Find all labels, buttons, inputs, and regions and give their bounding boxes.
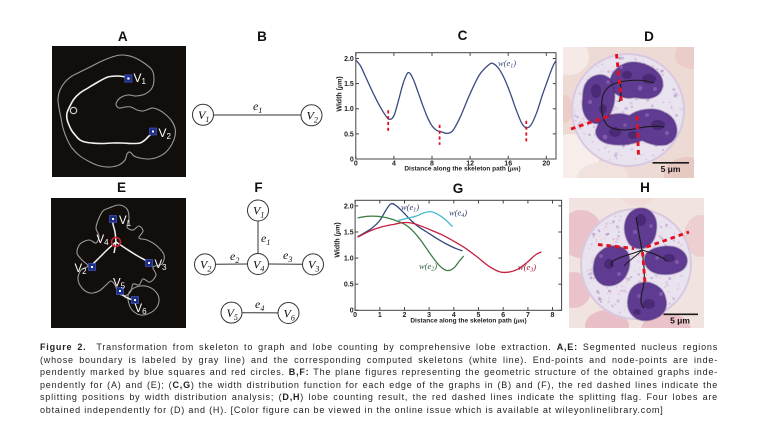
svg-text:e2: e2 xyxy=(230,249,239,265)
svg-text:e3: e3 xyxy=(283,248,292,264)
svg-text:V6: V6 xyxy=(135,303,148,316)
svg-text:w(e3): w(e3) xyxy=(518,262,536,274)
svg-text:V1: V1 xyxy=(198,108,209,124)
svg-text:Distance along the skeleton pa: Distance along the skeleton path (μm) xyxy=(404,166,520,173)
svg-text:5: 5 xyxy=(477,312,481,319)
svg-text:0: 0 xyxy=(354,160,358,167)
svg-text:V2: V2 xyxy=(75,263,88,276)
svg-text:V3: V3 xyxy=(308,258,319,274)
svg-text:Distance along the skeleton pa: Distance along the skeleton path (μm) xyxy=(410,317,526,324)
svg-text:w(e1): w(e1) xyxy=(498,58,516,70)
svg-text:5 μm: 5 μm xyxy=(661,164,681,174)
svg-text:0: 0 xyxy=(350,308,354,315)
svg-text:5 μm: 5 μm xyxy=(670,316,690,326)
svg-text:V4: V4 xyxy=(253,257,264,273)
svg-text:12: 12 xyxy=(466,160,474,167)
svg-text:0.5: 0.5 xyxy=(344,282,354,289)
svg-text:2.0: 2.0 xyxy=(344,203,354,210)
svg-text:V3: V3 xyxy=(155,259,168,272)
svg-text:V5: V5 xyxy=(227,306,238,322)
svg-text:e1: e1 xyxy=(253,99,262,115)
svg-text:4: 4 xyxy=(452,312,456,319)
svg-text:V4: V4 xyxy=(97,234,110,247)
svg-text:0.5: 0.5 xyxy=(344,131,354,138)
svg-text:e1: e1 xyxy=(261,231,270,247)
svg-text:V2: V2 xyxy=(200,258,211,274)
svg-text:1.5: 1.5 xyxy=(344,81,354,88)
svg-text:1.0: 1.0 xyxy=(344,106,354,113)
svg-text:20: 20 xyxy=(542,160,550,167)
svg-text:1: 1 xyxy=(378,312,382,319)
svg-text:3: 3 xyxy=(427,312,431,319)
svg-text:V5: V5 xyxy=(113,278,126,291)
svg-text:8: 8 xyxy=(551,312,555,319)
svg-text:0: 0 xyxy=(350,156,354,163)
svg-text:4: 4 xyxy=(392,160,396,167)
svg-text:1.0: 1.0 xyxy=(344,256,354,263)
svg-text:Width (μm): Width (μm) xyxy=(335,76,343,111)
svg-text:e4: e4 xyxy=(255,297,264,313)
svg-text:7: 7 xyxy=(526,312,530,319)
svg-text:V2: V2 xyxy=(307,109,318,125)
svg-text:w(e4): w(e4) xyxy=(449,208,467,220)
svg-text:6: 6 xyxy=(501,312,505,319)
svg-text:w(e1): w(e1) xyxy=(401,202,419,214)
svg-text:1.5: 1.5 xyxy=(344,229,354,236)
svg-text:16: 16 xyxy=(504,160,512,167)
svg-text:0: 0 xyxy=(353,312,357,319)
svg-text:Width (μm): Width (μm) xyxy=(333,222,341,257)
svg-text:8: 8 xyxy=(430,160,434,167)
svg-text:V1: V1 xyxy=(119,215,132,228)
svg-text:V6: V6 xyxy=(284,306,295,322)
svg-text:V1: V1 xyxy=(253,204,264,220)
svg-text:2: 2 xyxy=(403,312,407,319)
svg-text:2.0: 2.0 xyxy=(344,56,354,63)
svg-text:w(e2): w(e2) xyxy=(419,261,437,273)
